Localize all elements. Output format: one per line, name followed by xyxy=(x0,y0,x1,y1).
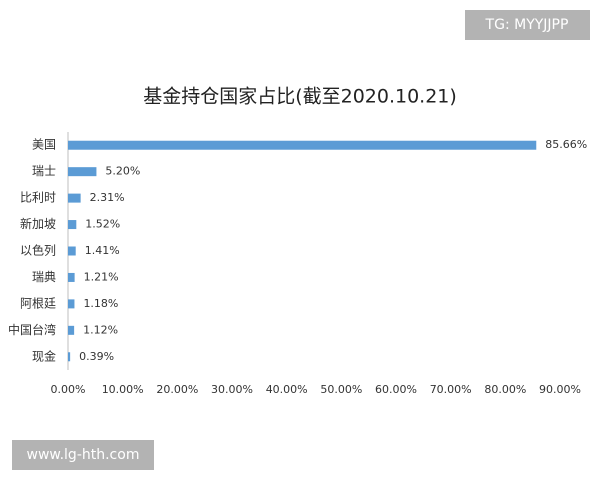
x-tick-label: 40.00% xyxy=(266,383,308,396)
value-label: 1.41% xyxy=(85,244,120,257)
value-label: 1.52% xyxy=(85,218,120,231)
bar xyxy=(68,299,75,309)
y-tick-label: 瑞典 xyxy=(32,270,56,284)
value-label: 5.20% xyxy=(105,165,140,178)
value-label: 1.21% xyxy=(84,270,119,283)
y-tick-label: 现金 xyxy=(32,348,56,363)
y-tick-label: 阿根廷 xyxy=(20,296,56,310)
y-tick-label: 美国 xyxy=(32,138,56,152)
y-tick-label: 比利时 xyxy=(20,191,56,205)
bar xyxy=(68,246,76,256)
chart-title: 基金持仓国家占比(截至2020.10.21) xyxy=(143,86,457,108)
bar xyxy=(68,272,75,282)
x-tick-label: 80.00% xyxy=(484,383,526,396)
bar xyxy=(68,352,71,362)
y-tick-label: 新加坡 xyxy=(20,216,56,231)
bar xyxy=(68,167,97,177)
watermark: www.lg-hth.com xyxy=(27,447,140,463)
value-label: 2.31% xyxy=(90,191,125,204)
watermark-box xyxy=(12,440,154,470)
x-tick-label: 70.00% xyxy=(430,383,472,396)
bar xyxy=(68,193,81,203)
x-tick-label: 10.00% xyxy=(102,383,144,396)
value-label: 0.39% xyxy=(79,350,114,363)
watermark: TG: MYYJJPP xyxy=(485,17,569,33)
value-label: 85.66% xyxy=(545,138,587,151)
y-tick-label: 中国台湾 xyxy=(8,322,56,337)
value-label: 1.18% xyxy=(83,297,118,310)
bar xyxy=(68,325,75,335)
x-tick-label: 30.00% xyxy=(211,383,253,396)
value-label: 1.12% xyxy=(83,323,118,336)
watermark-box xyxy=(465,10,590,40)
x-tick-label: 0.00% xyxy=(51,383,86,396)
x-tick-label: 90.00% xyxy=(539,383,581,396)
bar xyxy=(68,140,537,150)
x-tick-label: 60.00% xyxy=(375,383,417,396)
x-tick-label: 50.00% xyxy=(320,383,362,396)
bar xyxy=(68,220,77,230)
y-tick-label: 瑞士 xyxy=(32,164,56,178)
y-tick-label: 以色列 xyxy=(20,244,56,258)
x-tick-label: 20.00% xyxy=(156,383,198,396)
